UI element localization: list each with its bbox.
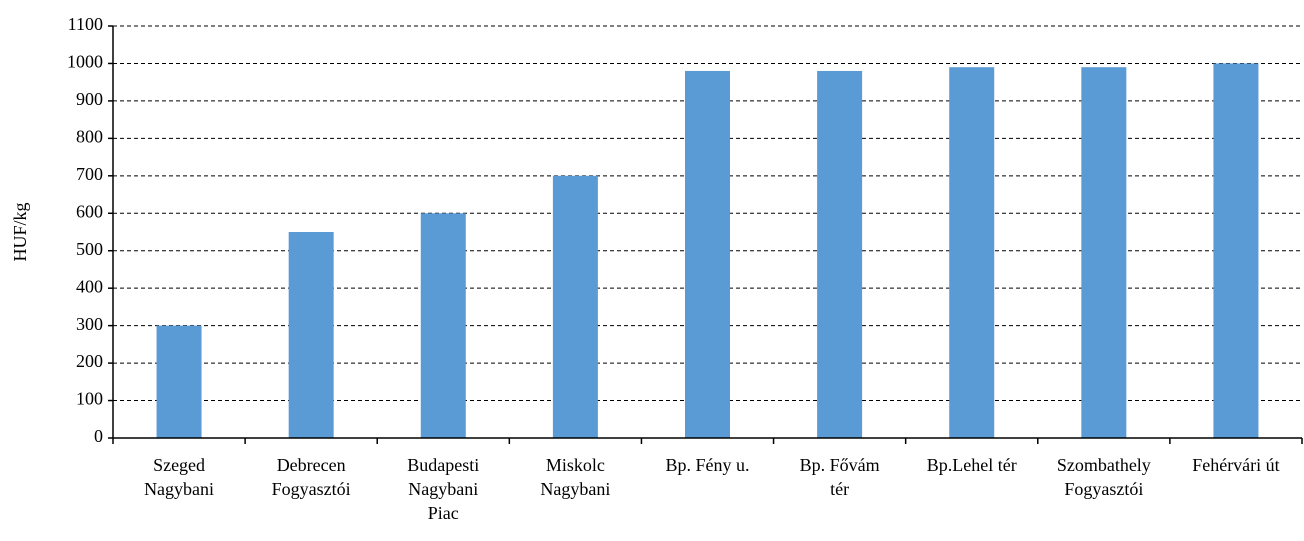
x-tick-label-line: tér: [830, 479, 849, 499]
y-tick-label: 200: [76, 351, 103, 371]
y-tick-label: 900: [76, 89, 103, 109]
x-tick-label-line: Budapesti: [407, 455, 479, 475]
bar: [1081, 67, 1127, 438]
bar: [156, 325, 202, 438]
bar: [1213, 63, 1259, 439]
x-tick-label-line: Fehérvári út: [1192, 455, 1279, 475]
x-tick-label: Szeged Nagybani: [144, 455, 214, 499]
x-tick-label-line: Fogyasztói: [1064, 479, 1143, 499]
bar: [685, 70, 730, 438]
x-tick-label: Miskolc Nagybani: [540, 455, 610, 499]
x-tick-label: Debrecen Fogyasztói: [272, 455, 351, 499]
y-tick-label: 500: [76, 239, 103, 259]
bar: [817, 70, 863, 438]
x-tick-label: Budapesti Nagybani Piac: [407, 455, 479, 523]
bar: [288, 232, 334, 438]
y-tick-label: 400: [76, 276, 103, 296]
x-tick-label-line: Piac: [428, 503, 459, 523]
y-tick-label: 100: [76, 389, 103, 409]
x-tick-label-line: Nagybani: [408, 479, 478, 499]
bar: [552, 175, 598, 438]
x-tick-label-line: Bp. Fővám: [800, 455, 880, 475]
bar: [949, 67, 995, 438]
x-tick-label-line: Debrecen: [277, 455, 346, 475]
x-tick-label: Szombathely Fogyasztói: [1057, 455, 1151, 499]
x-tick-label-line: Fogyasztói: [272, 479, 351, 499]
y-axis-label: HUF/kg: [10, 202, 30, 261]
x-tick-label: Bp. Fény u.: [665, 455, 749, 475]
x-tick-label: Fehérvári út: [1192, 455, 1279, 475]
x-tick-label-line: Miskolc: [546, 455, 605, 475]
y-tick-label: 700: [76, 164, 103, 184]
x-tick-label: Bp.Lehel tér: [927, 455, 1017, 475]
x-tick-label-line: Szombathely: [1057, 455, 1151, 475]
y-tick-label: 300: [76, 314, 103, 334]
bar: [420, 213, 466, 438]
x-tick-label-line: Nagybani: [540, 479, 610, 499]
x-tick-label-line: Nagybani: [144, 479, 214, 499]
y-tick-label: 1100: [68, 14, 103, 34]
y-tick-label: 1000: [67, 52, 103, 72]
x-tick-label-line: Bp.Lehel tér: [927, 455, 1017, 475]
x-tick-label-line: Bp. Fény u.: [665, 455, 749, 475]
y-tick-label: 600: [76, 201, 103, 221]
x-tick-label: Bp. Fővám tér: [800, 455, 880, 499]
x-tick-label-line: Szeged: [153, 455, 205, 475]
y-tick-label: 800: [76, 126, 103, 146]
y-tick-label: 0: [94, 426, 103, 446]
